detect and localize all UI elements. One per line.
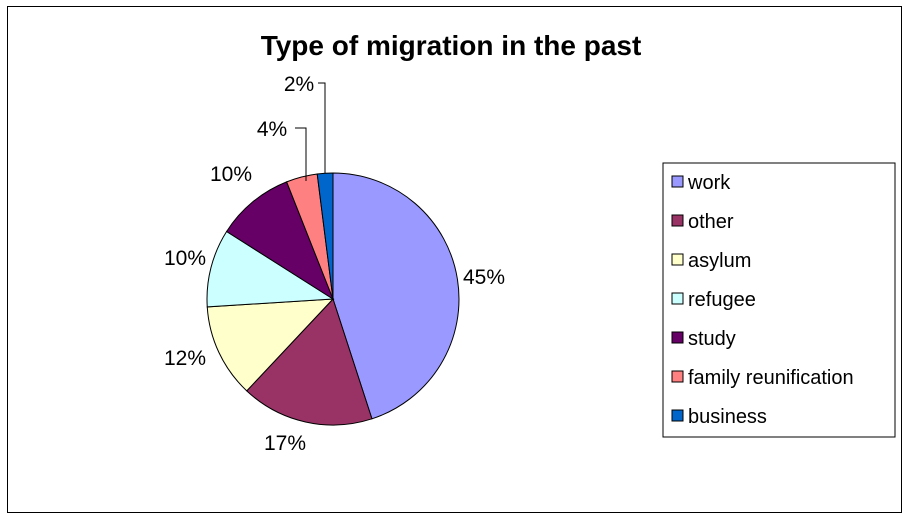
legend-swatch-work: [671, 175, 684, 188]
slice-labels: 45%17%12%10%10%4%2%: [164, 73, 505, 455]
legend-items: work other asylum refugee study family reunif…: [671, 172, 854, 428]
slice-label-business: 2%: [284, 73, 314, 96]
pie-slice-refugee: [206, 230, 335, 308]
legend-label-family-reunification: family reunification: [688, 367, 854, 389]
leader-lines: [295, 82, 326, 181]
pie-slice-asylum: [206, 298, 335, 392]
slice-label-asylum: 12%: [164, 347, 206, 370]
legend-swatch-family-reunification: [671, 370, 684, 383]
pie-slice-other: [246, 298, 373, 426]
pie-slice-study: [225, 181, 335, 301]
legend-label-other: other: [688, 211, 734, 233]
slice-label-study: 10%: [210, 163, 252, 186]
pie-slices: [206, 172, 460, 426]
legend-label-asylum: asylum: [688, 250, 751, 272]
legend-swatch-business: [671, 409, 684, 422]
legend-label-work: work: [687, 172, 731, 194]
slice-label-other: 17%: [264, 432, 306, 455]
leader-line-business: [318, 82, 326, 173]
legend-label-business: business: [688, 406, 767, 428]
legend-swatch-asylum: [671, 253, 684, 266]
legend-box: [662, 162, 896, 438]
slice-label-refugee: 10%: [164, 247, 206, 270]
legend-label-study: study: [688, 328, 736, 350]
legend: work other asylum refugee study family reunif…: [662, 162, 896, 438]
legend-swatch-refugee: [671, 292, 684, 305]
slice-label-family-reunification: 4%: [257, 118, 287, 141]
leader-line-family-reunification: [295, 127, 307, 181]
pie-chart: Type of migration in the past 45% 17% 12% 1…: [164, 30, 896, 455]
slice-label-work: 45%: [463, 266, 505, 289]
chart-title: Type of migration in the past: [261, 30, 642, 61]
legend-swatch-study: [671, 331, 684, 344]
pie-slice-work: [332, 172, 460, 420]
chart-frame: Type of migration in the past 45% 17% 12% 1…: [7, 6, 902, 513]
pie-slice-business: [316, 172, 334, 300]
legend-label-refugee: refugee: [688, 289, 756, 311]
legend-swatch-other: [671, 214, 684, 227]
